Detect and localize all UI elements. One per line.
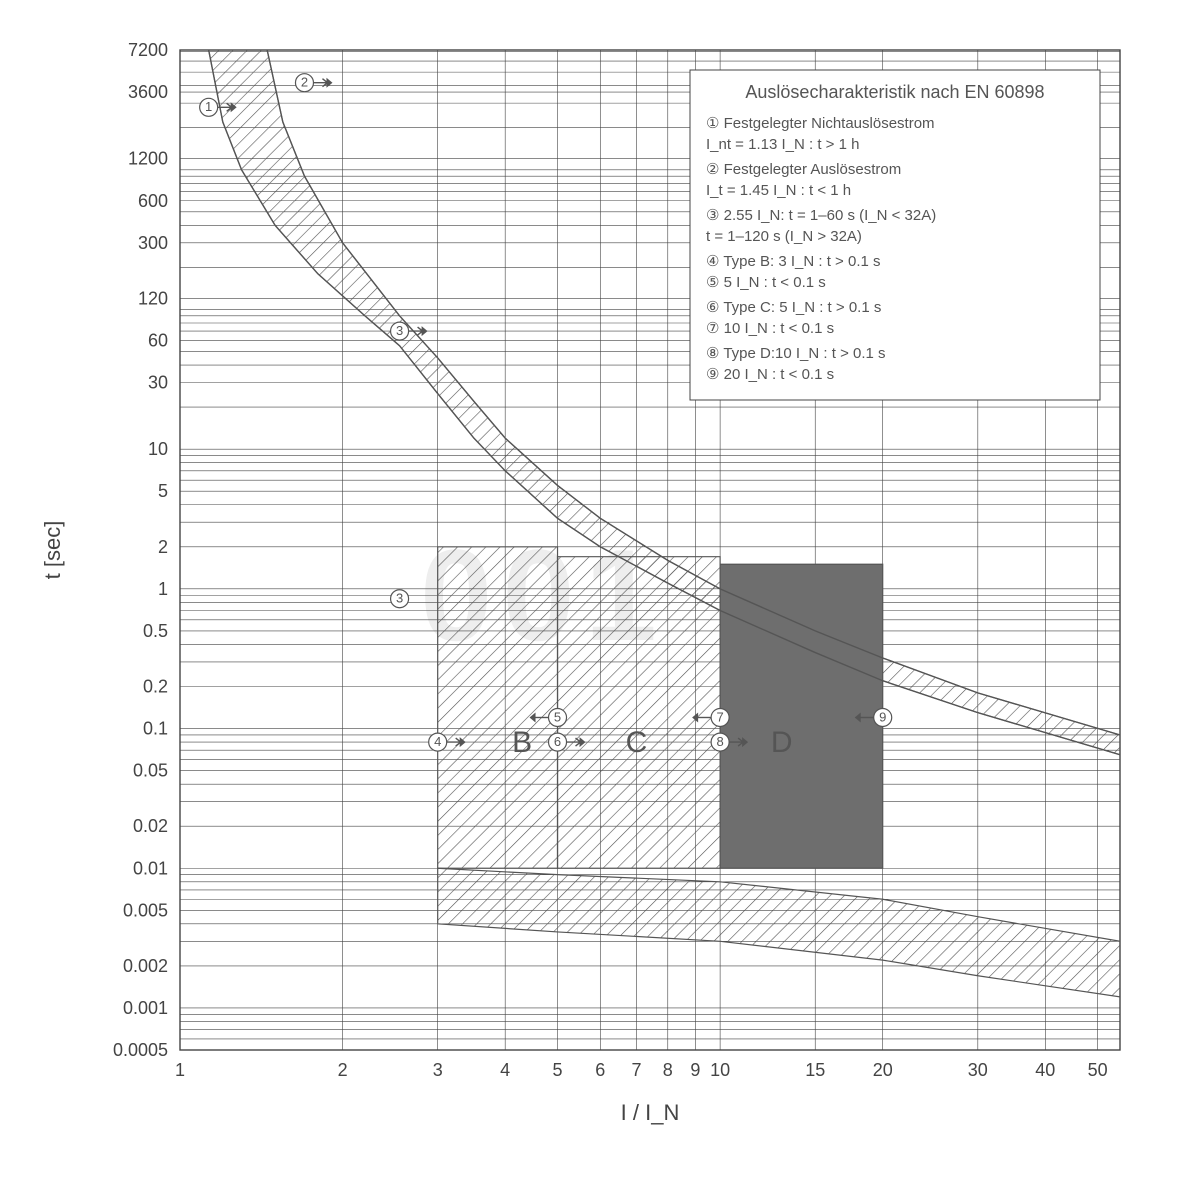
legend-line-6: ④ Type B: 3 I_N : t > 0.1 s [706,253,881,270]
svg-text:1200: 1200 [128,149,168,169]
legend-line-10: ⑧ Type D:10 I_N : t > 0.1 s [706,345,886,362]
svg-text:0.0005: 0.0005 [113,1040,168,1060]
svg-text:3: 3 [396,591,403,606]
magnetic-band-C [558,557,721,869]
svg-text:6: 6 [595,1060,605,1080]
svg-text:1: 1 [158,579,168,599]
legend-line-5: t = 1–120 s (I_N > 32A) [706,228,862,245]
svg-text:20: 20 [873,1060,893,1080]
svg-text:300: 300 [138,233,168,253]
legend-line-1: I_nt = 1.13 I_N : t > 1 h [706,136,859,153]
svg-text:3: 3 [433,1060,443,1080]
svg-text:4: 4 [434,734,441,749]
x-axis-label: I / I_N [621,1100,680,1125]
svg-text:8: 8 [717,734,724,749]
svg-text:0.2: 0.2 [143,677,168,697]
magnetic-band-B [438,547,558,868]
legend-line-4: ③ 2.55 I_N: t = 1–60 s (I_N < 32A) [706,207,936,224]
svg-text:5: 5 [554,709,561,724]
svg-text:10: 10 [710,1060,730,1080]
svg-text:120: 120 [138,288,168,308]
svg-text:0.005: 0.005 [123,900,168,920]
svg-text:0.01: 0.01 [133,858,168,878]
svg-text:2: 2 [338,1060,348,1080]
svg-text:7200: 7200 [128,40,168,60]
svg-text:5: 5 [158,481,168,501]
zone-label-D: D [771,726,793,759]
svg-text:60: 60 [148,330,168,350]
legend-line-3: I_t = 1.45 I_N : t < 1 h [706,182,851,199]
svg-text:7: 7 [717,709,724,724]
svg-text:8: 8 [663,1060,673,1080]
legend-title: Auslösecharakteristik nach EN 60898 [745,82,1044,102]
legend-line-11: ⑨ 20 I_N : t < 0.1 s [706,366,834,383]
svg-text:0.5: 0.5 [143,621,168,641]
svg-text:0.1: 0.1 [143,719,168,739]
svg-text:30: 30 [148,373,168,393]
svg-text:5: 5 [553,1060,563,1080]
svg-text:600: 600 [138,191,168,211]
zone-label-B: B [512,726,532,759]
svg-text:2: 2 [301,75,308,90]
svg-text:7: 7 [631,1060,641,1080]
svg-text:6: 6 [554,734,561,749]
trip-curve-chart: 0011234567891015203040500.00050.0010.002… [0,0,1200,1200]
svg-text:4: 4 [500,1060,510,1080]
svg-text:0.05: 0.05 [133,761,168,781]
legend-line-8: ⑥ Type C: 5 I_N : t > 0.1 s [706,299,881,316]
legend-line-9: ⑦ 10 I_N : t < 0.1 s [706,320,834,337]
svg-text:30: 30 [968,1060,988,1080]
svg-text:0.001: 0.001 [123,998,168,1018]
marker-3: 3 [391,590,409,608]
svg-text:3: 3 [396,323,403,338]
svg-text:9: 9 [879,709,886,724]
svg-text:1: 1 [205,99,212,114]
legend-line-2: ② Festgelegter Auslösestrom [706,161,901,178]
svg-text:3600: 3600 [128,82,168,102]
svg-text:1: 1 [175,1060,185,1080]
svg-text:50: 50 [1088,1060,1108,1080]
svg-text:0.02: 0.02 [133,816,168,836]
svg-text:2: 2 [158,537,168,557]
svg-text:9: 9 [690,1060,700,1080]
svg-text:10: 10 [148,439,168,459]
legend-line-0: ① Festgelegter Nichtauslösestrom [706,115,935,132]
svg-text:40: 40 [1035,1060,1055,1080]
y-axis-label: t [sec] [40,521,65,580]
svg-text:0.002: 0.002 [123,956,168,976]
zone-label-C: C [626,726,648,759]
svg-text:15: 15 [805,1060,825,1080]
legend-line-7: ⑤ 5 I_N : t < 0.1 s [706,274,826,291]
